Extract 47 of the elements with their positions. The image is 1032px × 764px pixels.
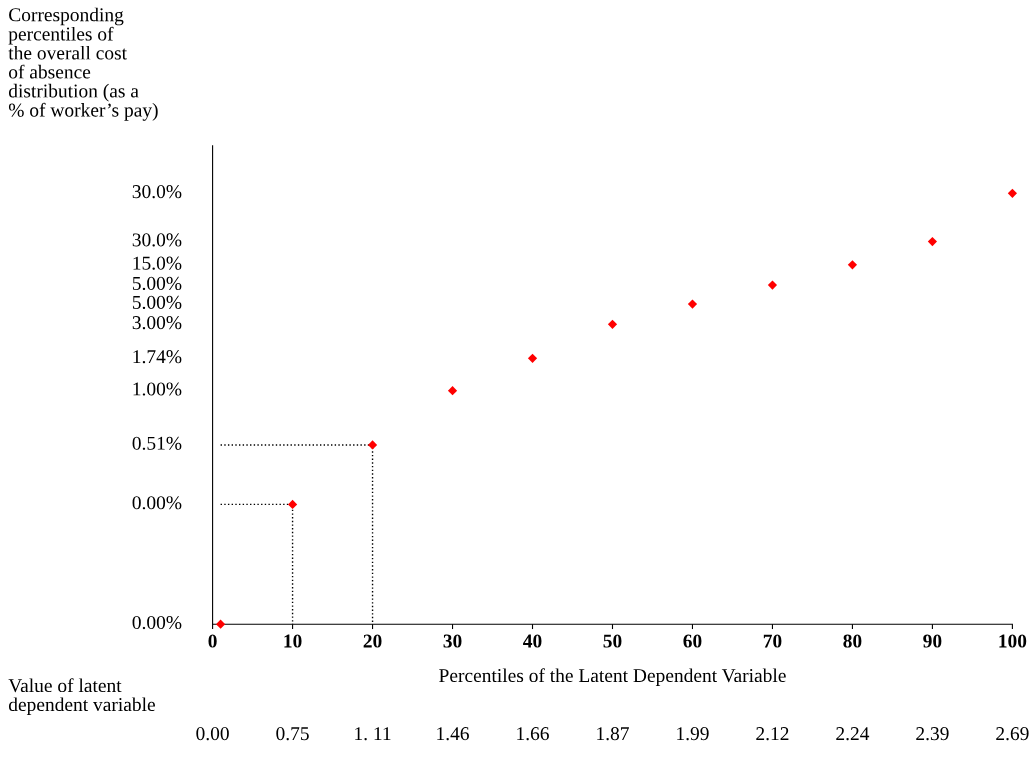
- text: 1.66: [517, 727, 549, 741]
- text: Value of latent dependent variable: [8, 678, 155, 716]
- point: [367, 440, 378, 450]
- point: [607, 319, 618, 329]
- x-axis-title: Percentiles of the Latent Dependent Variable: [439, 668, 786, 687]
- x-tick-label: 50: [603, 634, 622, 648]
- x-tick-label: 10: [284, 634, 302, 648]
- x-tick-label: 20: [363, 634, 382, 648]
- x-tick-label: 60: [683, 634, 702, 648]
- text: 5.00%: [132, 276, 182, 291]
- text: 15.0%: [133, 256, 182, 270]
- x-tick-label: 90: [923, 634, 942, 648]
- text: 5.00%: [132, 295, 182, 309]
- x-tick-label: 100: [999, 634, 1027, 648]
- point: [215, 619, 226, 629]
- text: 1.00%: [133, 382, 182, 396]
- text: 2.24: [836, 727, 870, 741]
- text: 2.69: [996, 727, 1029, 741]
- text: 3.00%: [132, 316, 182, 330]
- x-tick-label: 0: [208, 634, 217, 648]
- text: 0.51%: [132, 436, 182, 450]
- text: 1.74%: [133, 350, 182, 364]
- point: [767, 280, 778, 290]
- text: 2.39: [916, 727, 949, 741]
- point: [447, 386, 458, 396]
- text: 30.0%: [132, 185, 182, 199]
- x-tick-label: 80: [843, 634, 862, 648]
- text: 0.75: [276, 727, 309, 741]
- point: [927, 236, 938, 247]
- text: 1. 11: [355, 727, 391, 741]
- text: 0.00%: [132, 615, 182, 630]
- text: 2.12: [756, 727, 789, 741]
- point: [687, 299, 698, 309]
- x-tick-label: 30: [443, 634, 462, 648]
- x-tick-label: 70: [763, 634, 782, 648]
- text: 0.00%: [132, 496, 182, 510]
- text: 1.99: [677, 727, 709, 741]
- text: 30.0%: [132, 233, 182, 247]
- x-tick-label: 40: [523, 634, 542, 648]
- point: [1007, 188, 1017, 198]
- text: 1.46: [437, 727, 469, 741]
- point: [527, 353, 538, 363]
- text: 0.00: [196, 727, 229, 741]
- point: [287, 499, 298, 510]
- y-axis-title: Corresponding percentiles of the overall cost of absence distribution (as a % of worker’s pay): [8, 7, 158, 121]
- text: 1.87: [597, 727, 629, 741]
- point: [847, 260, 858, 270]
